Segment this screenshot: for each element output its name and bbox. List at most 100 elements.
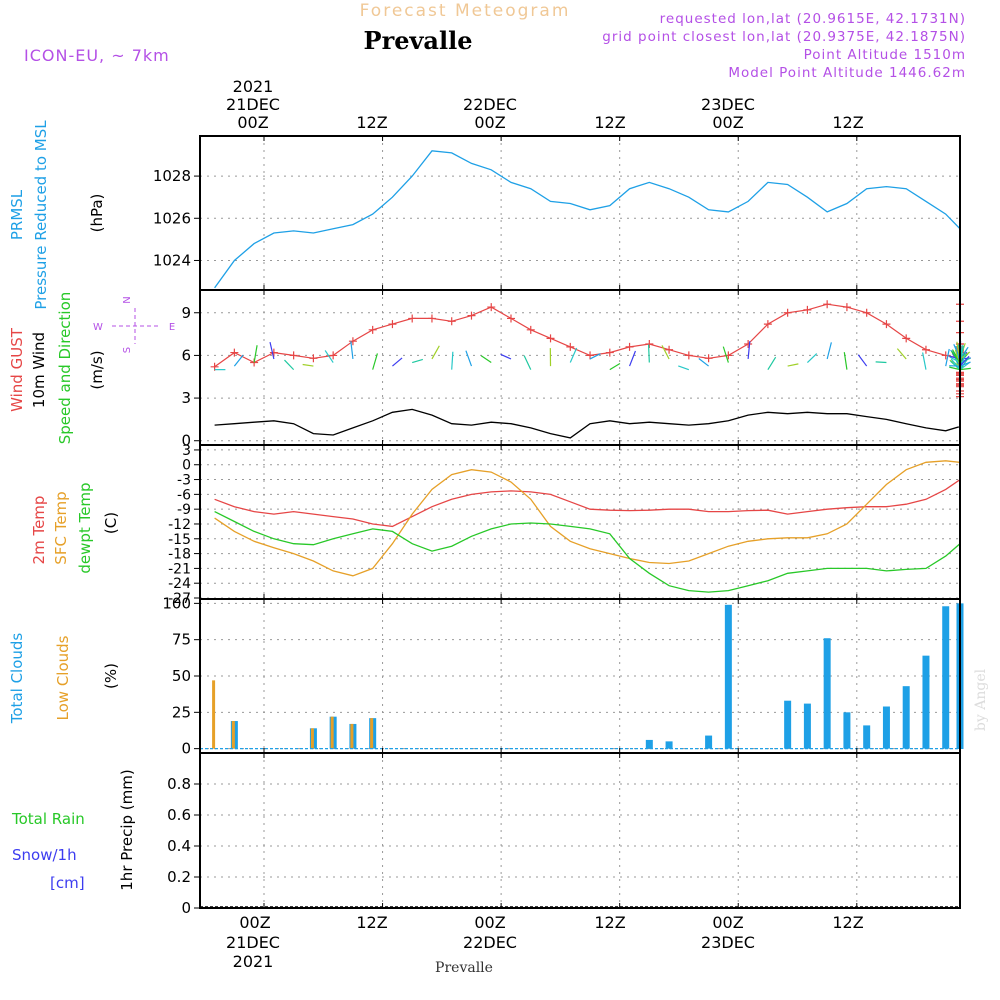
frames-layer xyxy=(194,135,961,909)
gust-marker xyxy=(507,314,515,323)
gust-marker xyxy=(230,348,239,357)
wind-arrow xyxy=(959,355,970,367)
bottom-hour-label: 00Z xyxy=(712,913,743,932)
wind-arrow xyxy=(284,359,295,371)
y-tick-label: 100 xyxy=(162,594,191,612)
top-day-label: 21DEC xyxy=(226,95,280,114)
wind-arrow xyxy=(480,355,492,364)
bottom-year-label: 2021 xyxy=(233,952,274,971)
total-cloud-bar xyxy=(843,712,851,749)
temp-2m-line xyxy=(214,465,961,528)
chart-subtitle: Forecast Meteogram xyxy=(360,1,571,21)
y-tick-label: -24 xyxy=(168,576,191,592)
wind-arrow xyxy=(412,358,424,364)
wind-arrow xyxy=(372,353,378,370)
total-cloud-bar xyxy=(902,686,910,749)
bottom-hour-label: 00Z xyxy=(239,913,270,932)
wind-10m-line xyxy=(214,406,961,439)
total-cloud-bar xyxy=(882,706,890,749)
temp-unit: (C) xyxy=(102,512,120,534)
bottom-day-label: 21DEC xyxy=(226,933,280,952)
wind-arrow xyxy=(922,352,927,370)
grid-layer xyxy=(200,136,960,909)
precip-axis-label: 1hr Precip (mm) xyxy=(118,769,136,890)
panel-frame-pressure xyxy=(199,135,961,291)
gust-marker xyxy=(605,348,614,357)
sfc-temp-line xyxy=(214,452,961,577)
top-day-label: 23DEC xyxy=(701,95,755,114)
chart-title: Prevalle xyxy=(364,26,473,55)
y-tick-label: 0 xyxy=(181,432,191,450)
gust-marker xyxy=(704,354,713,363)
dewpt-temp-line xyxy=(214,499,961,593)
gust-marker xyxy=(645,340,654,349)
panel-frame-precip xyxy=(199,752,961,909)
prmsl-desc-label: Pressure Reduced to MSL xyxy=(32,120,50,310)
gust-marker xyxy=(586,351,595,360)
wind-arrow xyxy=(324,350,334,363)
panel-frame-temp xyxy=(199,444,961,600)
y-tick-label: 3 xyxy=(181,389,191,407)
wind-arrow xyxy=(233,354,244,367)
y-tick-label: -12 xyxy=(168,517,191,533)
low-cloud-bar xyxy=(330,716,334,749)
gust-marker xyxy=(546,334,555,343)
gust-marker xyxy=(467,311,476,320)
low-cloud-bar xyxy=(231,721,235,749)
wind-arrow xyxy=(647,344,650,363)
y-tick-label: -18 xyxy=(168,547,191,563)
wind-arrow xyxy=(350,341,354,360)
gust-marker xyxy=(625,342,634,351)
wind-arrow xyxy=(951,351,961,363)
wind-arrow xyxy=(500,353,512,360)
wind-arrow xyxy=(787,363,799,367)
gust-marker xyxy=(447,317,456,326)
wind-arrow xyxy=(806,353,818,363)
wind-arrow xyxy=(843,352,848,370)
compass-n-label: N xyxy=(122,296,133,303)
gust-marker xyxy=(665,345,674,354)
wind-arrow xyxy=(465,350,473,367)
prmsl-label: PRMSL xyxy=(8,189,26,240)
y-tick-label: 75 xyxy=(172,631,191,649)
y-tick-label: 25 xyxy=(172,703,191,721)
place-label: Prevalle xyxy=(435,960,493,976)
y-tick-label: 9 xyxy=(181,304,191,322)
y-tick-label: 0.6 xyxy=(167,806,191,824)
gust-marker xyxy=(882,320,891,329)
y-tick-label: 1026 xyxy=(153,209,191,227)
wind-arrow xyxy=(950,358,961,371)
y-tick-label: 0.4 xyxy=(167,837,191,855)
pressure-line xyxy=(214,150,961,289)
gust-marker xyxy=(921,345,930,354)
wind-arrow xyxy=(857,354,868,367)
wind-arrow xyxy=(722,346,729,363)
point-altitude: Point Altitude 1510m xyxy=(804,47,966,63)
wind-arrow xyxy=(896,348,907,360)
model-altitude: Model Point Altitude 1446.62m xyxy=(728,65,966,81)
y-tick-label: 0 xyxy=(181,899,191,917)
y-tick-label: -15 xyxy=(168,532,191,548)
total-cloud-bar xyxy=(724,604,732,749)
wind-gust-line xyxy=(214,303,961,397)
gust-marker xyxy=(763,320,772,329)
gust-marker xyxy=(348,337,357,346)
gust-marker xyxy=(783,308,792,317)
total-cloud-bar xyxy=(922,655,930,749)
gust-marker xyxy=(842,303,851,312)
snow-label: Snow/1h xyxy=(12,846,77,864)
y-tick-label: 1024 xyxy=(153,251,191,269)
compass-e-label: E xyxy=(169,322,175,333)
wind-arrow xyxy=(767,356,777,370)
sfc-temp-label: SFC Temp xyxy=(52,491,70,564)
y-tick-label: -3 xyxy=(177,473,191,489)
low-clouds-label: Low Clouds xyxy=(54,635,72,720)
low-cloud-bar xyxy=(212,680,216,749)
wind-arrow xyxy=(629,350,637,367)
wind-unit: (m/s) xyxy=(88,350,106,389)
wind-arrow xyxy=(589,353,601,360)
y-tick-label: -21 xyxy=(168,561,191,577)
gust-marker xyxy=(803,305,812,314)
total-cloud-bar xyxy=(803,703,811,749)
